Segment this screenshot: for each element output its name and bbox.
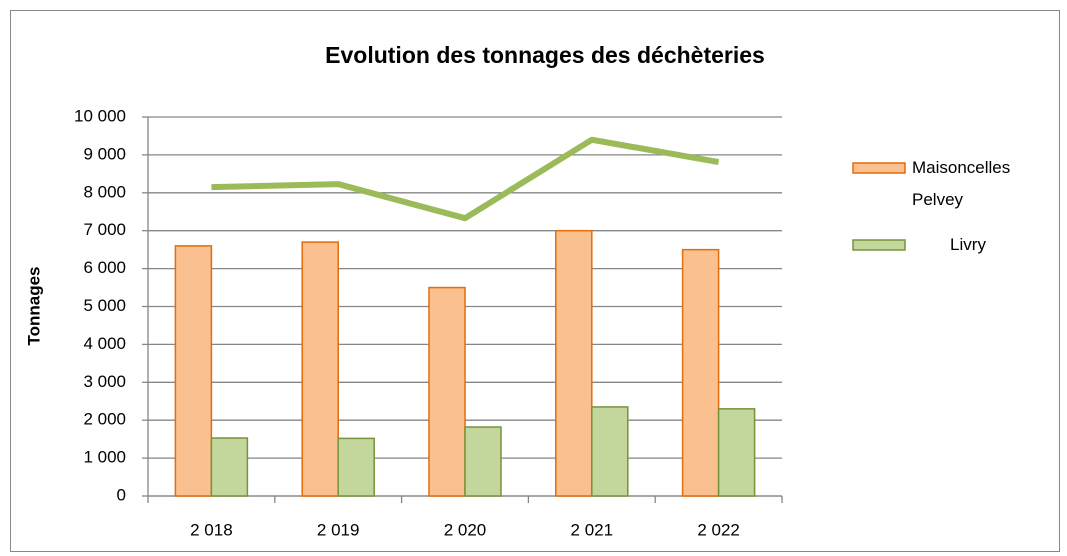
line bbox=[211, 136, 720, 222]
y-tick-label: 6 000 bbox=[83, 258, 126, 277]
y-tick-label: 10 000 bbox=[74, 106, 126, 125]
bar bbox=[174, 245, 213, 497]
legend-label: Maisoncelles Pelvey bbox=[912, 158, 1011, 209]
bar bbox=[210, 437, 249, 497]
bar bbox=[428, 286, 466, 497]
legend-swatch bbox=[852, 162, 906, 174]
legend-label: Livry bbox=[950, 235, 986, 254]
chart-title: Evolution des tonnages des déchèteries bbox=[325, 42, 765, 68]
y-tick-label: 5 000 bbox=[83, 296, 126, 315]
y-tick-label: 4 000 bbox=[83, 334, 126, 353]
bar bbox=[681, 248, 720, 497]
y-tick-label: 2 000 bbox=[83, 410, 126, 429]
y-tick-label: 9 000 bbox=[83, 144, 126, 163]
y-tick-label: 1 000 bbox=[83, 448, 126, 467]
x-tick-label: 2 022 bbox=[697, 520, 740, 539]
bar bbox=[591, 406, 629, 497]
bar bbox=[717, 408, 756, 497]
bar bbox=[555, 229, 593, 497]
y-tick-label: 0 bbox=[117, 485, 126, 504]
chart-frame bbox=[10, 10, 1060, 552]
y-tick-label: 3 000 bbox=[83, 372, 126, 391]
x-tick-label: 2 021 bbox=[571, 520, 614, 539]
y-axis-label: Tonnages bbox=[24, 266, 43, 345]
bar bbox=[337, 437, 375, 497]
x-tick-label: 2 020 bbox=[444, 520, 487, 539]
bar bbox=[464, 426, 502, 497]
x-tick-label: 2 019 bbox=[317, 520, 360, 539]
legend-swatch bbox=[852, 239, 906, 251]
y-tick-label: 8 000 bbox=[83, 182, 126, 201]
y-tick-label: 7 000 bbox=[83, 220, 126, 239]
bar bbox=[301, 241, 339, 497]
x-tick-label: 2 018 bbox=[190, 520, 233, 539]
